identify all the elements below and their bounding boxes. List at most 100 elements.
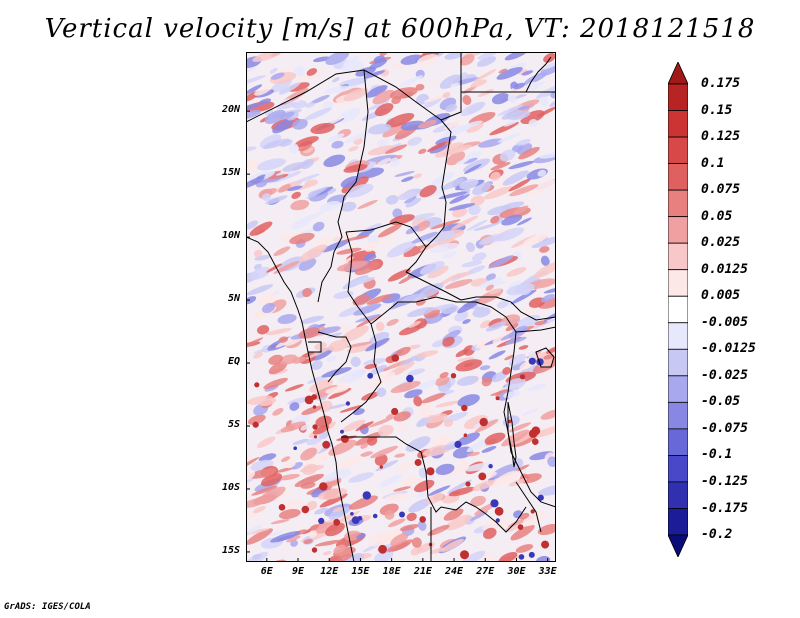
field-patch xyxy=(407,344,421,350)
field-patch xyxy=(253,352,263,359)
lat-label: 15S xyxy=(221,544,240,556)
field-patch xyxy=(416,407,434,419)
field-patch xyxy=(246,337,264,351)
field-patch xyxy=(364,241,378,252)
field-patch xyxy=(466,122,484,133)
lon-label: 15E xyxy=(351,566,370,577)
field-patch xyxy=(523,305,542,315)
field-patch xyxy=(479,233,505,245)
field-patch xyxy=(470,510,488,521)
field-peak xyxy=(340,434,349,443)
field-patch xyxy=(393,486,411,492)
field-patch xyxy=(293,211,324,225)
field-patch xyxy=(459,460,469,471)
field-patch xyxy=(523,72,548,85)
lat-label: 10S xyxy=(221,481,240,493)
colorbar-label: 0.175 xyxy=(701,76,741,91)
field-patch xyxy=(331,230,355,243)
field-patch xyxy=(325,52,350,65)
field-patch xyxy=(384,493,409,501)
field-patch xyxy=(508,160,535,170)
field-patch xyxy=(539,96,549,107)
field-patch xyxy=(456,375,479,386)
field-patch xyxy=(270,519,290,525)
field-patch xyxy=(501,429,530,447)
field-patch xyxy=(360,451,373,457)
colorbar-cell xyxy=(668,269,688,297)
field-patch xyxy=(336,455,363,470)
field-patch xyxy=(427,265,449,279)
lon-label: 21E xyxy=(413,566,432,577)
field-peak xyxy=(312,405,317,409)
field-patch xyxy=(289,232,315,245)
field-patch xyxy=(246,75,266,85)
field-patch xyxy=(246,101,275,113)
colorbar-label: 0.125 xyxy=(701,129,741,145)
field-patch xyxy=(265,195,288,205)
colorbar-label: -0.2 xyxy=(701,527,733,542)
field-patch xyxy=(321,239,351,253)
border-eq-guinea xyxy=(308,341,322,353)
field-patch xyxy=(300,315,325,324)
border-sudan-south xyxy=(440,92,462,121)
lon-label: 9E xyxy=(291,566,305,577)
field-patch xyxy=(470,195,485,206)
field-patch xyxy=(508,353,527,366)
country-borders xyxy=(246,52,556,562)
field-patch xyxy=(498,68,508,74)
field-patch xyxy=(343,164,368,173)
colorbar-label: -0.005 xyxy=(701,314,748,330)
field-patch xyxy=(415,83,425,91)
colorbar xyxy=(668,62,688,557)
field-patch xyxy=(496,300,509,309)
field-patch xyxy=(401,476,422,487)
field-patch xyxy=(395,460,419,473)
field-patch xyxy=(527,351,536,360)
field-patch xyxy=(502,367,511,375)
field-patch xyxy=(505,378,526,391)
red-sea-coast xyxy=(525,56,552,93)
field-patch xyxy=(370,364,387,375)
field-patch xyxy=(294,136,319,147)
field-peak xyxy=(391,354,400,362)
field-patch xyxy=(374,103,394,117)
border-car-sudan xyxy=(405,271,462,301)
field-patch xyxy=(411,231,438,244)
field-patch xyxy=(321,367,352,378)
field-patch xyxy=(332,507,344,513)
field-patch xyxy=(325,385,349,394)
field-patch xyxy=(354,261,380,275)
field-patch xyxy=(376,157,391,166)
field-peak xyxy=(532,438,539,446)
field-patch xyxy=(431,435,452,448)
field-patch xyxy=(463,157,478,164)
field-patch xyxy=(328,506,351,520)
field-peak xyxy=(357,515,363,521)
field-patch xyxy=(255,174,266,180)
field-patch xyxy=(348,472,374,483)
field-patch xyxy=(277,473,300,481)
colorbar-label: 0.15 xyxy=(701,102,733,118)
field-patch xyxy=(259,134,282,149)
field-peak xyxy=(528,357,536,365)
field-patch xyxy=(368,416,396,428)
border-sudan-egypt xyxy=(460,52,556,93)
field-patch xyxy=(537,523,556,536)
field-patch xyxy=(261,193,272,201)
field-patch xyxy=(418,148,427,155)
field-patch xyxy=(376,387,387,397)
velocity-field xyxy=(246,52,556,562)
field-patch xyxy=(306,68,318,76)
field-patch xyxy=(256,324,270,335)
field-patch xyxy=(477,88,494,97)
field-patch xyxy=(459,178,479,190)
field-patch xyxy=(489,121,519,136)
field-patch xyxy=(328,555,342,562)
field-patch xyxy=(521,408,539,416)
field-patch xyxy=(264,109,286,124)
field-patch xyxy=(439,372,449,378)
field-patch xyxy=(442,144,472,156)
border-gabon xyxy=(317,331,352,383)
field-patch xyxy=(421,392,446,404)
field-patch xyxy=(448,486,476,497)
